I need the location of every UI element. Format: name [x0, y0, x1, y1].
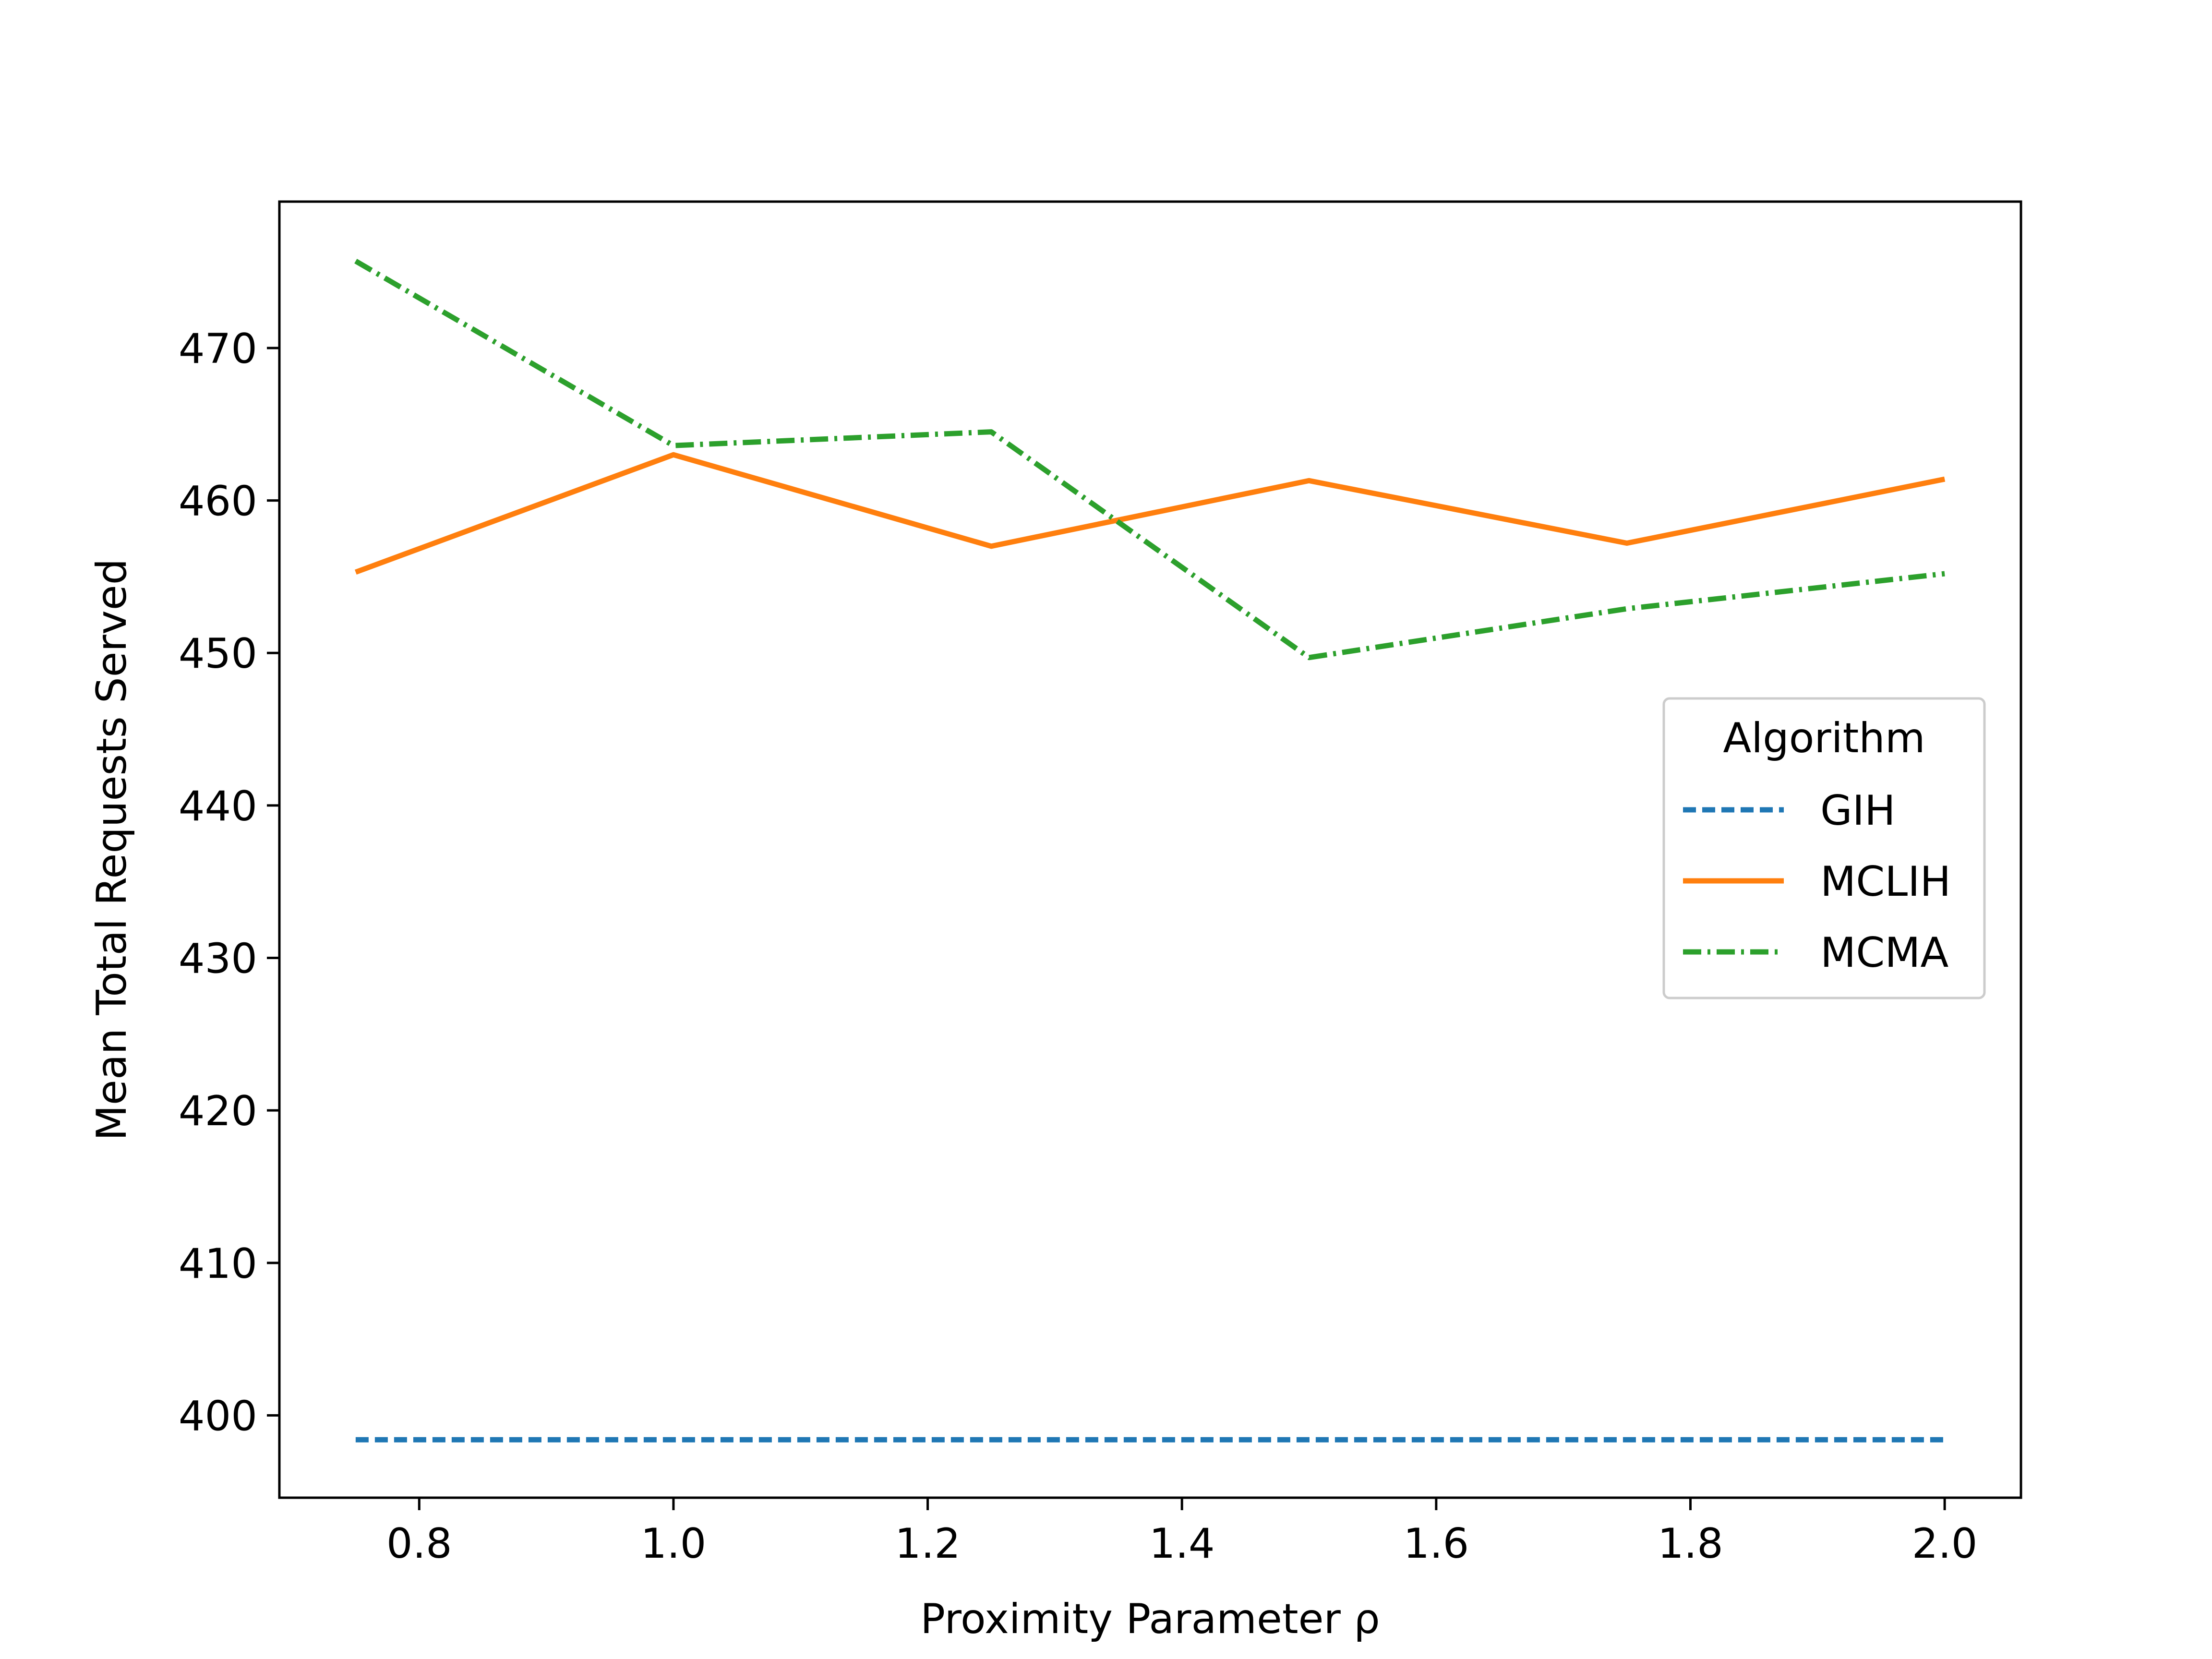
legend-title: Algorithm [1723, 714, 1925, 762]
legend-label-mcma: MCMA [1820, 929, 1948, 977]
plot-frame [278, 200, 2022, 1499]
x-tick-label: 2.0 [1912, 1520, 1978, 1568]
legend-label-gih: GIH [1820, 787, 1896, 835]
x-tick-label: 0.8 [386, 1520, 452, 1568]
y-tick-label: 470 [179, 325, 257, 373]
y-tick-label: 450 [179, 630, 257, 678]
legend: Algorithm GIH MCLIH MCMA [1662, 697, 1986, 999]
series-line-mcma [354, 259, 1945, 661]
legend-label-mclih: MCLIH [1820, 858, 1951, 906]
y-tick-label: 420 [179, 1087, 257, 1135]
x-axis-title: Proximity Parameter ρ [920, 1595, 1380, 1643]
legend-items: GIH MCLIH MCMA [1683, 787, 1951, 977]
y-tick-label: 440 [179, 782, 257, 830]
series-layer [354, 259, 1946, 1443]
x-tick-label: 1.0 [641, 1520, 707, 1568]
x-tick-label: 1.4 [1149, 1520, 1215, 1568]
series-line-mclih [354, 452, 1946, 575]
y-axis: 400 410 420 430 440 450 460 470 [179, 325, 279, 1440]
x-tick-label: 1.8 [1658, 1520, 1723, 1568]
y-tick-label: 430 [179, 935, 257, 983]
y-tick-label: 400 [179, 1392, 257, 1440]
x-axis: 0.8 1.0 1.2 1.4 1.6 1.8 2.0 [386, 1498, 1978, 1568]
y-tick-label: 410 [179, 1240, 257, 1288]
y-axis-title: Mean Total Requests Served [88, 559, 136, 1141]
x-tick-label: 1.6 [1403, 1520, 1469, 1568]
legend-box [1662, 697, 1986, 999]
y-tick-label: 460 [179, 478, 257, 526]
x-tick-label: 1.2 [895, 1520, 961, 1568]
